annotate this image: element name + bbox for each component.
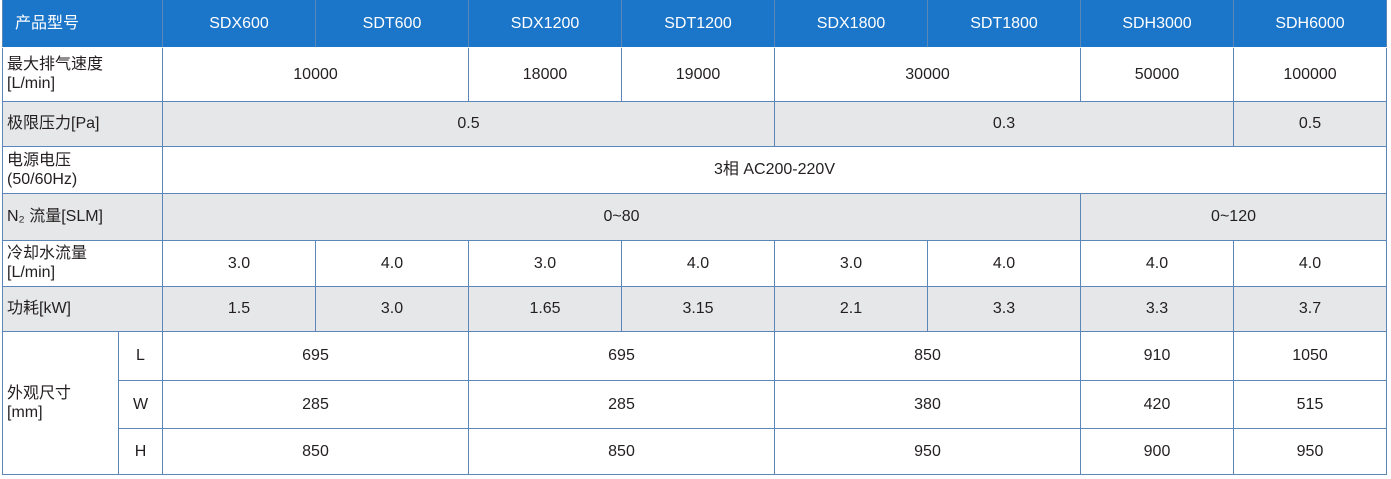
- cell: 4.0: [927, 239, 1082, 287]
- cell: 420: [1080, 379, 1235, 429]
- cell: 50000: [1080, 46, 1235, 102]
- row-label: 功耗[kW]: [1, 285, 164, 332]
- cell: 3.0: [774, 239, 929, 287]
- cell: 3.15: [621, 285, 776, 332]
- cell: 10000: [162, 46, 470, 102]
- cell: 850: [774, 330, 1082, 381]
- cell: 850: [468, 427, 776, 475]
- cell: 950: [774, 427, 1082, 475]
- header-cell: SDX1200: [468, 0, 623, 48]
- cell: 0~80: [162, 192, 1082, 241]
- cell: 285: [162, 379, 470, 429]
- cell: 2.1: [774, 285, 929, 332]
- cell: 1050: [1233, 330, 1388, 381]
- sub-label: H: [117, 427, 164, 475]
- header-cell: SDX1800: [774, 0, 929, 48]
- cell: 30000: [774, 46, 1082, 102]
- row: N₂ 流量[SLM] 0~80 0~120: [1, 192, 1388, 241]
- sub-label: W: [117, 379, 164, 429]
- row: 最大排气速度 [L/min] 10000 18000 19000 30000 5…: [1, 46, 1388, 102]
- cell: 0.3: [774, 100, 1235, 147]
- cell: 4.0: [1080, 239, 1235, 287]
- cell: 3.3: [927, 285, 1082, 332]
- row: 功耗[kW] 1.5 3.0 1.65 3.15 2.1 3.3 3.3 3.7: [1, 285, 1388, 332]
- row: 冷却水流量 [L/min] 3.0 4.0 3.0 4.0 3.0 4.0 4.…: [1, 239, 1388, 287]
- cell: 0~120: [1080, 192, 1388, 241]
- header-cell: SDT600: [315, 0, 470, 48]
- cell: 0.5: [162, 100, 776, 147]
- cell: 4.0: [621, 239, 776, 287]
- cell: 3.7: [1233, 285, 1388, 332]
- row: H 850 850 950 900 950: [3, 427, 1388, 475]
- cell: 380: [774, 379, 1082, 429]
- cell: 850: [162, 427, 470, 475]
- cell: 4.0: [1233, 239, 1388, 287]
- cell: 900: [1080, 427, 1235, 475]
- row: W 285 285 380 420 515: [3, 379, 1388, 429]
- cell: 515: [1233, 379, 1388, 429]
- header-cell: SDT1800: [927, 0, 1082, 48]
- cell: 4.0: [315, 239, 470, 287]
- cell: 1.5: [162, 285, 317, 332]
- cell: 3.0: [162, 239, 317, 287]
- cell: 695: [468, 330, 776, 381]
- cell: 695: [162, 330, 470, 381]
- row: 极限压力[Pa] 0.5 0.3 0.5: [1, 100, 1388, 147]
- row: 外观尺寸 [mm] L 695 695 850 910 1050: [2, 330, 1388, 475]
- cell: 3.0: [315, 285, 470, 332]
- cell: 3.0: [468, 239, 623, 287]
- header-cell: SDH6000: [1233, 0, 1388, 48]
- row-label: 极限压力[Pa]: [1, 100, 164, 147]
- cell: 950: [1233, 427, 1388, 475]
- row: 电源电压 (50/60Hz) 3相 AC200-220V: [1, 145, 1388, 194]
- row-label: 冷却水流量 [L/min]: [1, 239, 164, 287]
- cell: 0.5: [1233, 100, 1388, 147]
- cell: 1.65: [468, 285, 623, 332]
- group-label: 外观尺寸 [mm]: [2, 330, 119, 475]
- row-label: 电源电压 (50/60Hz): [1, 145, 164, 194]
- header-cell: SDH3000: [1080, 0, 1235, 48]
- header-cell: SDX600: [162, 0, 317, 48]
- row-label: 最大排气速度 [L/min]: [1, 46, 164, 102]
- header-row: 产品型号 SDX600 SDT600 SDX1200 SDT1200 SDX18…: [1, 0, 1388, 48]
- header-cell: 产品型号: [1, 0, 164, 48]
- cell: 910: [1080, 330, 1235, 381]
- cell: 100000: [1233, 46, 1388, 102]
- sub-label: L: [117, 330, 164, 381]
- cell: 19000: [621, 46, 776, 102]
- cell: 285: [468, 379, 776, 429]
- cell: 3.3: [1080, 285, 1235, 332]
- header-cell: SDT1200: [621, 0, 776, 48]
- cell: 18000: [468, 46, 623, 102]
- cell: 3相 AC200-220V: [162, 145, 1388, 194]
- row-label: N₂ 流量[SLM]: [1, 192, 164, 241]
